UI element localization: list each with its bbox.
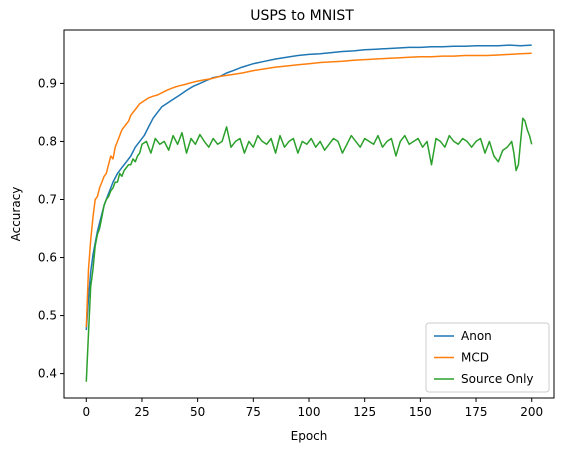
legend-label: MCD — [461, 351, 489, 365]
x-tick-label: 100 — [298, 405, 321, 419]
legend-box — [425, 322, 550, 393]
x-tick-label: 25 — [134, 405, 149, 419]
chart-title: USPS to MNIST — [250, 8, 354, 24]
x-tick-label: 175 — [465, 405, 488, 419]
x-tick-label: 0 — [82, 405, 90, 419]
legend-label: Anon — [461, 329, 492, 343]
x-axis: 0 25 50 75 100 125 150 175 200 — [82, 398, 543, 419]
legend-label: Source Only — [461, 372, 534, 386]
series-line-1 — [85, 52, 532, 328]
series-line-0 — [85, 44, 532, 331]
x-tick-label: 50 — [190, 405, 205, 419]
y-tick-label: 0.5 — [38, 309, 57, 323]
legend: Anon MCD Source Only — [425, 322, 550, 393]
y-tick-label: 0.6 — [38, 251, 57, 265]
y-tick-label: 0.4 — [38, 367, 57, 381]
x-axis-label: Epoch — [291, 429, 328, 443]
x-tick-label: 150 — [409, 405, 432, 419]
y-tick-label: 0.7 — [38, 192, 57, 206]
y-tick-label: 0.8 — [38, 134, 57, 148]
series-line-2 — [85, 117, 533, 382]
y-axis: 0.4 0.5 0.6 0.7 0.8 0.9 — [38, 76, 64, 381]
y-tick-label: 0.9 — [38, 76, 57, 90]
x-tick-label: 75 — [246, 405, 261, 419]
x-tick-label: 200 — [520, 405, 543, 419]
plot-lines — [85, 44, 533, 382]
x-tick-label: 125 — [353, 405, 376, 419]
y-axis-label: Accuracy — [9, 187, 23, 242]
